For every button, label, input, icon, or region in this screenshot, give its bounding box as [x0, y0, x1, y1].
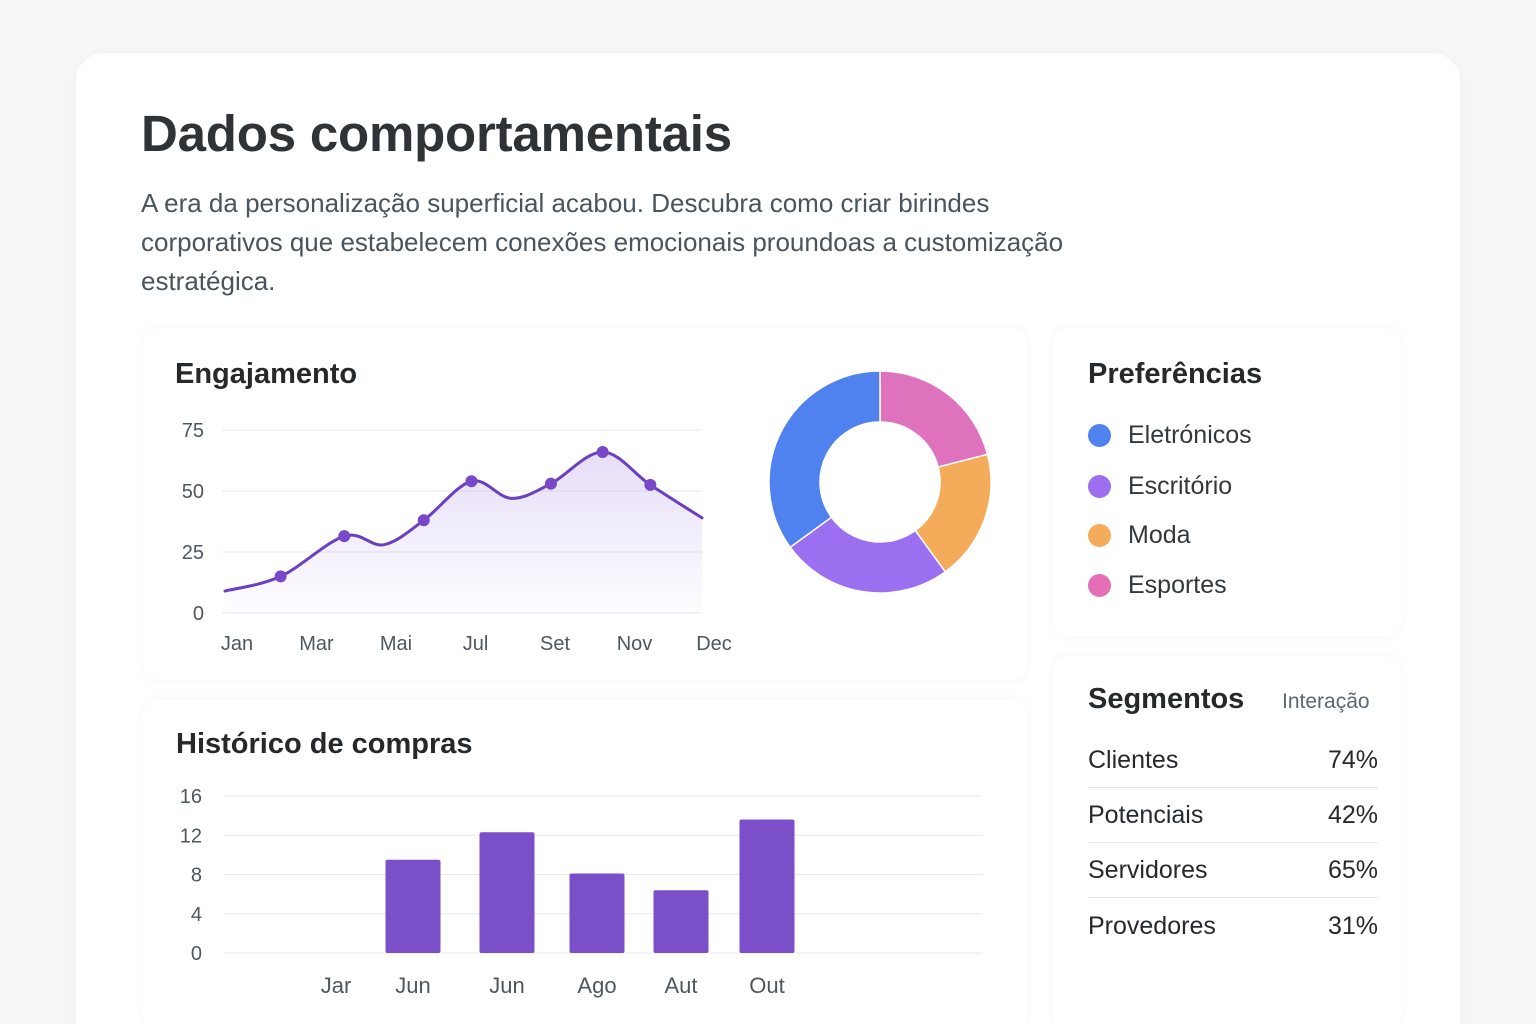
legend-label: Eletrónicos	[1128, 420, 1252, 449]
legend-dot-blue	[1088, 423, 1111, 447]
legend-item-moda: Moda	[1088, 520, 1191, 549]
segment-value: 65%	[1327, 855, 1378, 884]
page-subtitle: A era da personalização superficial acab…	[141, 188, 1064, 296]
data-point	[644, 478, 657, 491]
y-tick-label: 4	[191, 904, 202, 926]
y-tick-label: 0	[191, 943, 202, 965]
y-tick-label: 75	[182, 420, 204, 442]
legend-item-escritorio: Escritório	[1088, 471, 1233, 500]
bar	[739, 819, 795, 953]
segments-card	[1053, 656, 1401, 1024]
x-tick-label: Dec	[696, 633, 732, 655]
engagement-area	[225, 451, 702, 613]
x-tick-label: Mai	[380, 633, 412, 655]
y-tick-label: 0	[193, 603, 204, 625]
x-tick-label: Set	[540, 633, 570, 655]
page-title: Dados comportamentais	[141, 105, 732, 162]
data-point	[544, 477, 557, 490]
x-tick-label: Mar	[299, 633, 334, 655]
legend-label: Moda	[1128, 520, 1191, 549]
legend-dot-pink	[1088, 573, 1111, 597]
segment-value: 74%	[1327, 745, 1378, 774]
segment-row: Potenciais 42%	[1088, 788, 1378, 843]
x-tick-label: Ago	[577, 973, 616, 998]
y-tick-label: 8	[191, 865, 202, 887]
preferences-card	[1053, 328, 1401, 636]
segment-label: Servidores	[1088, 855, 1208, 884]
x-tick-label: Jul	[463, 633, 489, 655]
legend-item-esportes: Esportes	[1088, 570, 1227, 599]
data-point	[596, 445, 609, 458]
purchase-history-card	[143, 700, 1027, 1024]
legend-item-eletronicos: Eletrónicos	[1088, 420, 1252, 449]
engagement-title: Engajamento	[175, 358, 358, 390]
preferences-donut-chart	[768, 370, 992, 594]
x-tick-label: Nov	[617, 633, 653, 655]
donut-slice	[789, 516, 947, 594]
segment-label: Potenciais	[1088, 800, 1204, 829]
preferences-title: Preferências	[1088, 358, 1263, 390]
legend-label: Esportes	[1128, 570, 1227, 599]
y-tick-label: 12	[180, 825, 202, 847]
segment-value: 31%	[1327, 912, 1378, 940]
bar	[569, 873, 625, 953]
x-tick-label: Jun	[489, 973, 524, 998]
bar	[479, 832, 535, 953]
y-tick-label: 50	[182, 481, 204, 503]
segment-row: Provedores 31%	[1088, 899, 1378, 954]
segments-column-header: Interação	[1282, 690, 1370, 713]
data-point	[417, 514, 430, 527]
data-point	[274, 570, 287, 583]
bar	[385, 859, 441, 953]
x-tick-label: Out	[749, 973, 784, 998]
data-point	[338, 530, 351, 543]
legend-label: Escritório	[1128, 471, 1233, 500]
x-tick-label: Jan	[221, 633, 253, 655]
y-tick-label: 25	[182, 542, 204, 564]
donut-slice	[768, 370, 881, 549]
data-point	[465, 475, 478, 488]
segment-value: 42%	[1327, 800, 1378, 829]
x-tick-label: Jun	[395, 973, 430, 998]
legend-dot-purple	[1088, 474, 1111, 498]
segment-row: Servidores 65%	[1088, 843, 1378, 898]
legend-dot-orange	[1088, 523, 1111, 547]
purchase-history-title: Histórico de compras	[176, 728, 473, 760]
segment-label: Clientes	[1088, 745, 1179, 774]
segments-title: Segmentos	[1088, 683, 1245, 715]
segment-label: Provedores	[1088, 912, 1216, 940]
x-tick-label: Jar	[321, 973, 352, 998]
bar	[653, 890, 709, 953]
y-tick-label: 16	[180, 786, 202, 808]
segment-row: Clientes 74%	[1088, 733, 1378, 788]
x-tick-label: Aut	[664, 973, 697, 998]
